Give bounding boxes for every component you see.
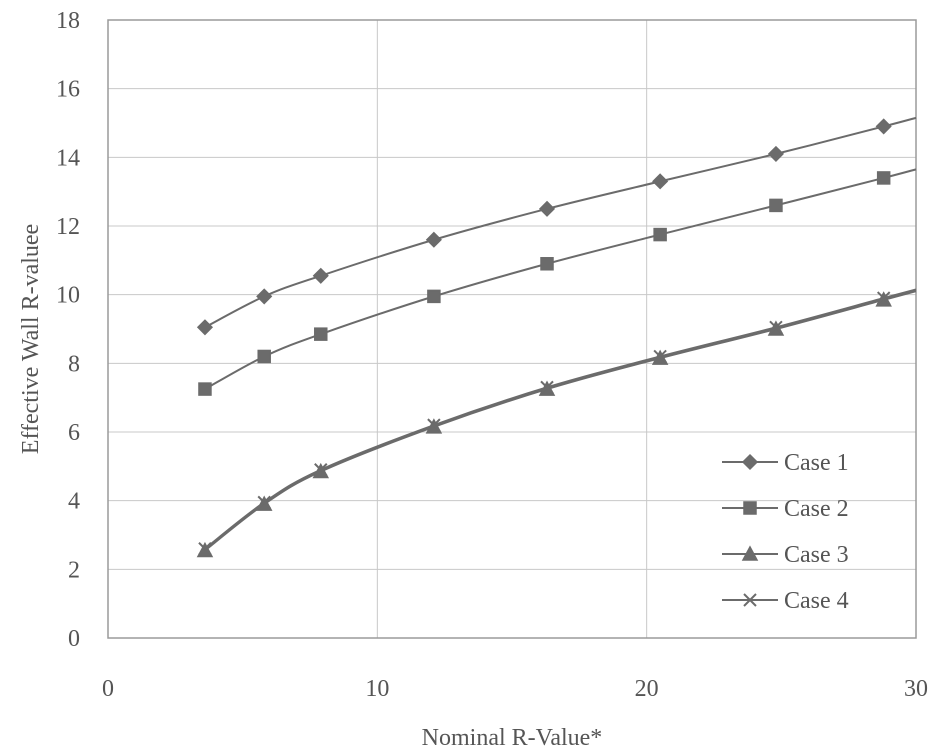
y-tick-label: 0 [68, 626, 80, 652]
series-case-2 [198, 168, 917, 396]
legend-label: Case 3 [784, 542, 849, 568]
x-tick-label: 10 [365, 676, 389, 702]
data-point [198, 382, 212, 396]
plot-area-border [107, 19, 917, 639]
y-tick-label: 14 [56, 145, 80, 171]
data-point [257, 349, 271, 364]
y-tick-label: 18 [56, 8, 80, 34]
data-point [540, 257, 554, 271]
series-lines [196, 116, 917, 558]
data-point [538, 200, 556, 217]
data-point [769, 320, 783, 334]
legend-marker [741, 545, 759, 561]
data-point [427, 418, 441, 432]
y-tick-label: 8 [68, 351, 80, 377]
data-point [652, 173, 669, 190]
y-tick-label: 12 [56, 214, 80, 240]
legend-label: Case 1 [784, 450, 849, 476]
y-tick-label: 6 [68, 420, 80, 446]
legend-item: Case 1 [722, 450, 849, 476]
data-point [767, 145, 785, 162]
data-point [312, 267, 329, 284]
legend-item: Case 4 [722, 588, 849, 614]
legend-item: Case 2 [722, 496, 849, 522]
legend-item: Case 3 [722, 542, 849, 568]
x-tick-label: 0 [102, 676, 114, 702]
data-point [425, 231, 442, 248]
y-tick-label: 16 [56, 77, 80, 103]
legend-label: Case 4 [784, 588, 849, 614]
data-point [653, 349, 667, 364]
data-point [653, 227, 667, 242]
data-point [198, 542, 212, 556]
x-tick-label: 30 [904, 676, 928, 702]
axis-ticks: 0 2 4 6 8 10 12 14 16 18 0 10 20 30 [56, 8, 928, 702]
data-point [314, 463, 328, 477]
y-axis-title: Effective Wall R-valuee [18, 224, 44, 454]
legend-marker [743, 593, 757, 607]
data-point [876, 171, 891, 185]
data-point [196, 319, 214, 336]
series-line [204, 116, 917, 329]
legend-marker [743, 501, 757, 515]
x-tick-label: 20 [635, 676, 659, 702]
y-tick-label: 4 [68, 489, 80, 515]
data-point [314, 327, 328, 341]
data-point [540, 380, 554, 395]
data-point [427, 289, 441, 304]
data-point [876, 291, 891, 305]
data-point [257, 495, 271, 510]
legend: Case 1 Case 2 Case 3 Case 4 [722, 450, 849, 614]
legend-label: Case 2 [784, 496, 849, 522]
data-point [256, 288, 273, 305]
series-case-1 [196, 116, 917, 336]
data-point [875, 118, 892, 135]
gridlines [108, 20, 916, 638]
y-tick-label: 10 [56, 283, 80, 309]
x-axis-title: Nominal R-Value* [422, 725, 603, 751]
y-tick-label: 2 [68, 557, 80, 583]
data-point [769, 198, 783, 213]
legend-marker [741, 453, 759, 471]
series-case-4 [198, 288, 917, 556]
